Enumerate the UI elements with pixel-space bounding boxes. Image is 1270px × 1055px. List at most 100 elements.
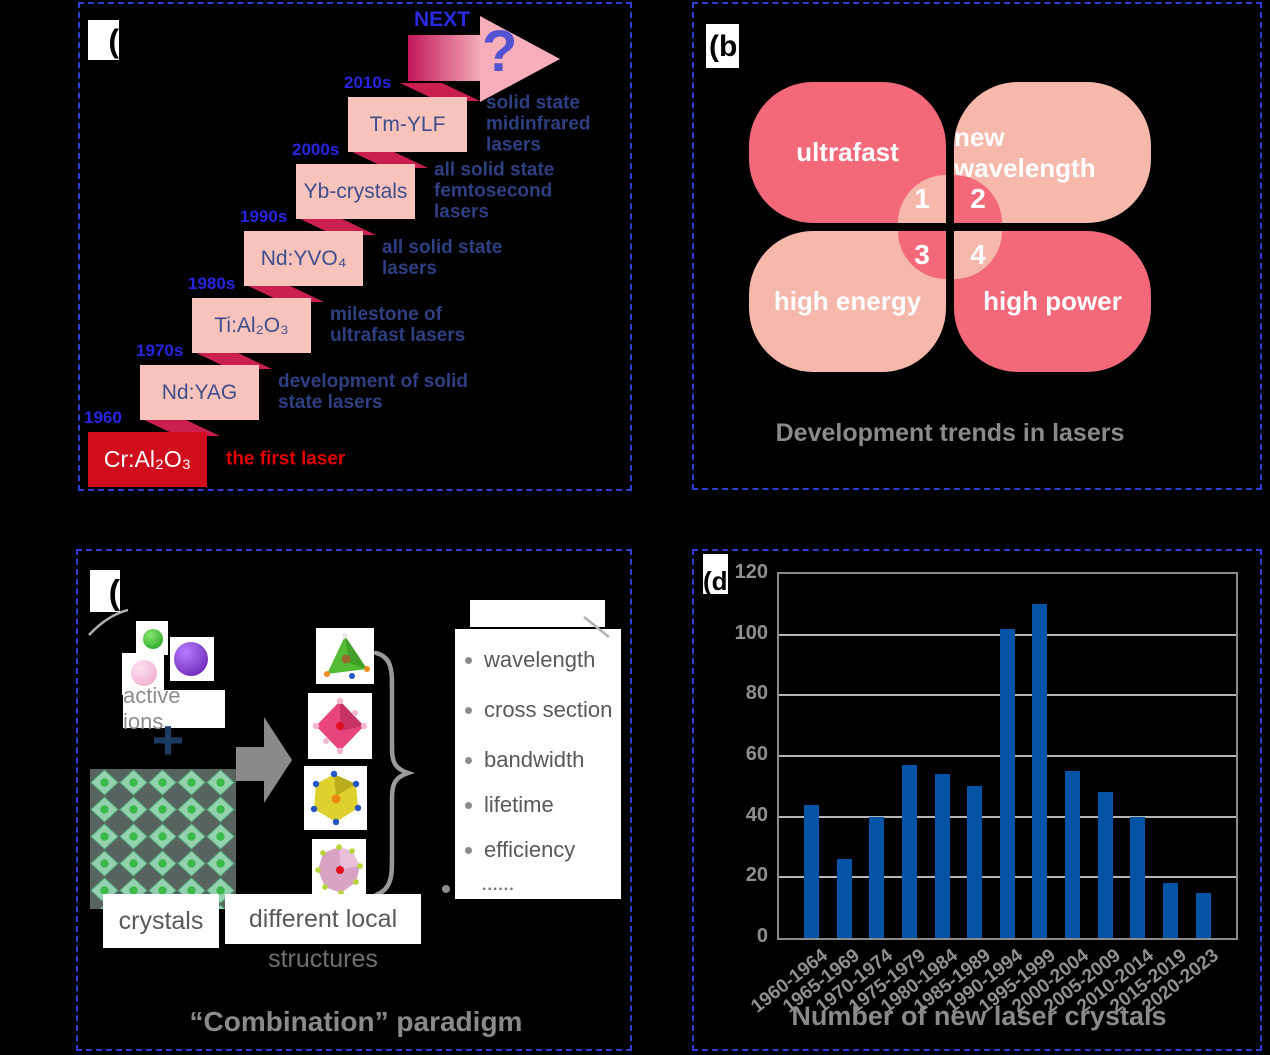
step-connector	[296, 217, 376, 235]
property-label: bandwidth	[484, 747, 585, 772]
step-crystal-box: Nd:YVO₄	[244, 231, 363, 286]
petal-high-power: high power 4	[954, 231, 1151, 372]
petal-label: new wavelength	[954, 121, 1096, 183]
bar	[836, 859, 852, 938]
property-label: cross section	[484, 697, 613, 722]
step-year: 2000s	[292, 140, 340, 159]
step-crystal-box: Tm-YLF	[348, 97, 467, 152]
y-tick-label: 0	[756, 925, 768, 947]
step-year: 2010s	[344, 73, 392, 92]
panel-d-bar-chart: (d 0 20 40 60 80 100 120 1960-1964 1965-1969 197…	[692, 549, 1262, 1051]
next-label: NEXT	[414, 8, 471, 31]
property-label: wavelength	[484, 647, 596, 672]
step-connector	[192, 351, 272, 369]
panel-a-laser-timeline: ( NEXT ? 1960 Cr:Al₂O₃ the first laser 1970…	[78, 2, 632, 491]
octahedron-tile	[308, 693, 372, 759]
bullet-dot	[442, 885, 450, 893]
property-item: wavelength	[456, 643, 620, 677]
petal-number: 3	[898, 231, 946, 279]
cropped-text-box	[470, 600, 605, 627]
y-tick-label: 20	[745, 864, 768, 887]
step-crystal-box: Cr:Al₂O₃	[88, 432, 207, 487]
y-tick-label: 100	[734, 621, 768, 644]
panel-b-label: (b	[706, 24, 739, 68]
different-local-label: different local	[225, 894, 421, 944]
cube-icon	[310, 770, 361, 826]
bar	[934, 774, 950, 938]
step-connector	[244, 284, 324, 302]
petal-label: high energy	[773, 286, 922, 316]
property-item: lifetime	[456, 788, 620, 822]
step-crystal-box: Ti:Al₂O₃	[192, 298, 311, 353]
step-crystal-box: Yb-crystals	[296, 164, 415, 219]
step-year: 1960	[84, 408, 122, 427]
step-description: all solid state femtosecond lasers	[434, 159, 555, 223]
decorative-tick	[583, 616, 610, 638]
step-description: the first laser	[226, 448, 346, 470]
chart-plot-area	[777, 572, 1238, 940]
bullet-dot	[465, 706, 472, 714]
bar	[1097, 792, 1113, 938]
petal-high-energy: high energy 3	[749, 231, 946, 372]
step-year: 1990s	[240, 207, 288, 226]
tetrahedron-tile	[316, 628, 374, 684]
panel-b-development-trends: (b ultrafast 1 new wavelength 2 high energy 3…	[692, 2, 1262, 490]
bullet-dot	[465, 756, 472, 764]
polyhedron-tile	[312, 839, 366, 901]
petal-label: high power	[983, 286, 1122, 316]
next-arrow-body	[408, 35, 482, 81]
y-tick-label: 120	[734, 561, 768, 583]
crystal-lattice-graphic	[90, 769, 236, 909]
bar	[901, 765, 917, 938]
bar	[869, 816, 885, 938]
curly-brace	[373, 650, 414, 898]
pink-ion-sphere	[131, 660, 157, 686]
step-description: development of solid state lasers	[278, 371, 469, 413]
polyhedron-icon	[315, 844, 363, 896]
bullet-dot	[465, 656, 472, 664]
panel-d-label: (d	[703, 554, 728, 594]
property-item: efficiency	[456, 833, 620, 867]
y-tick-label: 40	[745, 803, 768, 826]
plus-sign: +	[151, 707, 185, 771]
bar	[1195, 892, 1211, 938]
bar	[999, 628, 1015, 938]
petal-number: 1	[898, 175, 946, 223]
chart-title: Number of new laser crystals	[791, 1001, 1167, 1031]
property-item: cross section	[456, 693, 620, 727]
bar	[804, 804, 819, 938]
panel-a-label: (	[88, 20, 119, 60]
bar	[1032, 604, 1048, 938]
property-item: bandwidth	[456, 743, 620, 777]
property-label: efficiency	[484, 837, 576, 862]
step-year: 1980s	[188, 274, 236, 293]
bar	[1130, 816, 1146, 938]
next-arrow-head	[480, 16, 560, 102]
y-tick-label: 80	[745, 682, 768, 705]
panel-c-caption: “Combination” paradigm	[189, 1006, 523, 1037]
purple-ion-sphere	[174, 642, 208, 676]
ellipsis-dots: ......	[482, 877, 515, 894]
step-connector	[140, 418, 220, 436]
step-description: milestone of ultrafast lasers	[330, 304, 466, 346]
octahedron-icon	[312, 697, 368, 755]
petal-ultrafast: ultrafast 1	[749, 82, 946, 223]
bar	[1162, 883, 1178, 938]
step-description: solid state midinfrared lasers	[486, 92, 591, 156]
step-description: all solid state lasers	[382, 237, 503, 279]
properties-box	[455, 629, 621, 899]
cube-tile	[304, 766, 367, 830]
question-mark: ?	[482, 19, 518, 84]
petal-label: ultrafast	[796, 137, 899, 167]
structures-label: structures	[268, 945, 378, 973]
bullet-dot	[465, 801, 472, 809]
property-label: lifetime	[484, 792, 554, 817]
panel-c-combination-paradigm: ( active ions + crystals	[76, 549, 632, 1051]
petal-new-wavelength: new wavelength 2	[954, 82, 1151, 223]
step-connector	[348, 150, 428, 168]
right-arrow-icon	[236, 717, 292, 803]
bullet-dot	[465, 846, 472, 854]
step-crystal-box: Nd:YAG	[140, 365, 259, 420]
panel-c-label: (	[90, 570, 120, 612]
